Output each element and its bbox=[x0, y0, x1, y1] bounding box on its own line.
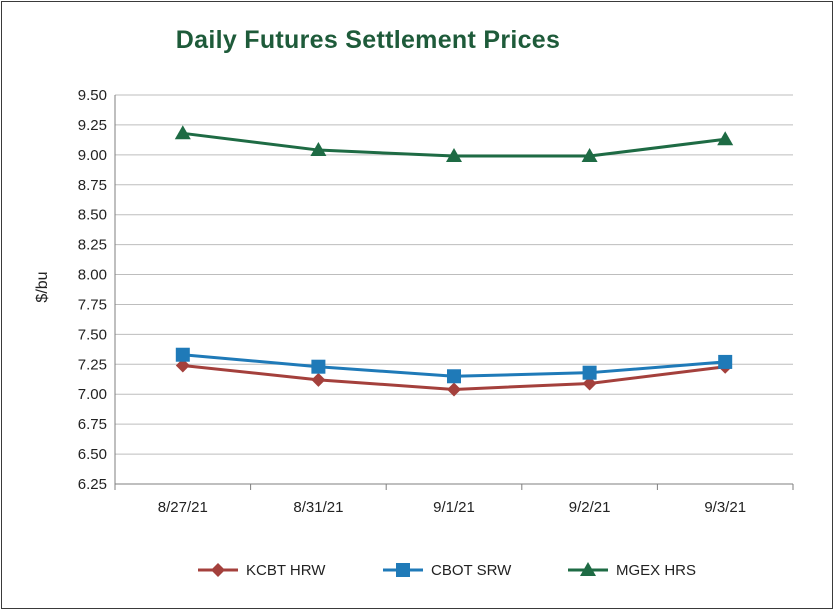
y-tick-label: 6.75 bbox=[78, 416, 107, 433]
data-point-kcbt-hrw bbox=[175, 358, 190, 373]
data-point-kcbt-hrw bbox=[311, 372, 326, 387]
data-point-kcbt-hrw bbox=[582, 376, 597, 391]
legend-item-cbot-srw: CBOT SRW bbox=[383, 562, 512, 579]
x-tick-label: 8/31/21 bbox=[293, 499, 343, 516]
data-point-mgex-hrs bbox=[581, 148, 598, 163]
y-tick-labels: 6.25 6.50 6.75 7.00 7.25 7.50 7.75 8.00 8.25 8.50… bbox=[78, 87, 107, 493]
legend-label-mgex-hrs: MGEX HRS bbox=[616, 562, 696, 579]
legend: KCBT HRW CBOT SRW MGEX HRS bbox=[198, 562, 696, 579]
legend-label-kcbt-hrw: KCBT HRW bbox=[246, 562, 326, 579]
legend-marker-cbot-srw bbox=[396, 563, 410, 577]
x-tick-label: 9/3/21 bbox=[704, 499, 746, 516]
data-point-mgex-hrs bbox=[446, 148, 462, 163]
chart-title: Daily Futures Settlement Prices bbox=[176, 26, 560, 54]
series-cbot-srw bbox=[175, 347, 733, 384]
x-tick-label: 8/27/21 bbox=[158, 499, 208, 516]
series-group bbox=[174, 125, 734, 397]
data-point-cbot-srw bbox=[718, 354, 733, 369]
y-tick-label: 8.50 bbox=[78, 207, 107, 224]
data-point-cbot-srw bbox=[175, 347, 190, 362]
legend-label-cbot-srw: CBOT SRW bbox=[431, 562, 512, 579]
y-tick-label: 8.75 bbox=[78, 177, 107, 194]
x-tick-label: 9/2/21 bbox=[569, 499, 611, 516]
data-point-mgex-hrs bbox=[174, 125, 191, 140]
legend-marker-kcbt-hrw bbox=[211, 563, 225, 577]
y-tick-label: 9.25 bbox=[78, 117, 107, 134]
x-tick-label: 9/1/21 bbox=[433, 499, 475, 516]
x-tick-labels: 8/27/21 8/31/21 9/1/21 9/2/21 9/3/21 bbox=[158, 499, 746, 516]
y-axis-label: $/bu bbox=[34, 271, 51, 302]
y-tick-label: 7.00 bbox=[78, 386, 107, 403]
y-tick-label: 7.50 bbox=[78, 326, 107, 343]
y-tick-label: 7.75 bbox=[78, 296, 107, 313]
data-point-cbot-srw bbox=[582, 365, 597, 380]
data-point-mgex-hrs bbox=[310, 142, 327, 157]
y-tick-label: 9.00 bbox=[78, 147, 107, 164]
y-tick-label: 8.00 bbox=[78, 267, 107, 284]
y-tick-label: 8.25 bbox=[78, 237, 107, 254]
legend-marker-mgex-hrs bbox=[580, 562, 596, 576]
y-tick-label: 6.25 bbox=[78, 476, 107, 493]
legend-item-kcbt-hrw: KCBT HRW bbox=[198, 562, 326, 579]
y-tick-label: 7.25 bbox=[78, 356, 107, 373]
y-tick-label: 9.50 bbox=[78, 87, 107, 104]
y-tick-label: 6.50 bbox=[78, 446, 107, 463]
data-point-kcbt-hrw bbox=[447, 382, 461, 397]
series-mgex-hrs bbox=[174, 125, 734, 163]
legend-item-mgex-hrs: MGEX HRS bbox=[568, 562, 696, 579]
data-point-mgex-hrs bbox=[717, 131, 734, 146]
axes bbox=[114, 95, 794, 490]
data-point-cbot-srw bbox=[447, 369, 461, 384]
series-kcbt-hrw bbox=[175, 358, 733, 397]
data-point-cbot-srw bbox=[311, 359, 326, 374]
